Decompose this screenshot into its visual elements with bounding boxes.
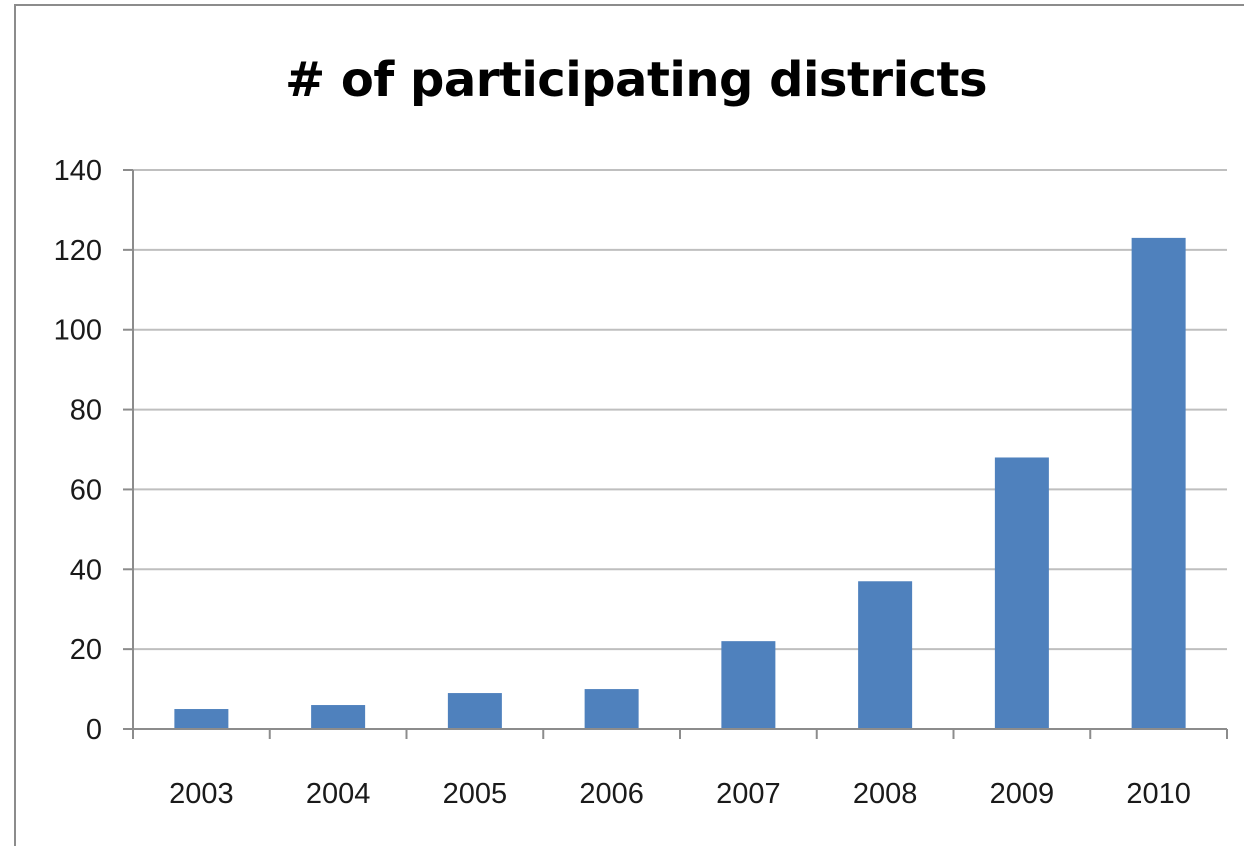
chart-frame — [14, 4, 1244, 846]
bar-2010 — [1131, 237, 1186, 729]
x-tick-label: 2004 — [306, 778, 371, 810]
bar-2003 — [174, 709, 229, 729]
x-tick-label: 2010 — [1126, 778, 1191, 810]
y-tick-label: 40 — [70, 554, 102, 586]
bars — [174, 237, 1186, 729]
y-tick-label: 140 — [54, 155, 102, 187]
y-tick-label: 20 — [70, 634, 102, 666]
y-tick-labels: 0 20 40 60 80 100 120 140 — [54, 155, 102, 746]
y-tick-label: 80 — [70, 395, 102, 427]
x-tick-label: 2003 — [169, 778, 234, 810]
axes — [123, 169, 1228, 739]
x-tick-labels: 2003 2004 2005 2006 2007 2008 2009 2010 — [169, 778, 1191, 810]
y-tick-label: 120 — [54, 235, 102, 267]
x-tick-label: 2005 — [443, 778, 508, 810]
bar-2009 — [994, 457, 1049, 729]
x-tick-label: 2006 — [579, 778, 644, 810]
y-tick-label: 0 — [86, 714, 102, 746]
bar-2004 — [311, 705, 366, 729]
y-tick-label: 60 — [70, 474, 102, 506]
chart-title: # of participating districts — [284, 52, 988, 108]
x-tick-label: 2008 — [853, 778, 918, 810]
bar-2007 — [721, 641, 776, 729]
bar-2008 — [858, 581, 913, 729]
x-tick-label: 2009 — [990, 778, 1055, 810]
y-tick-label: 100 — [54, 315, 102, 347]
bar-2005 — [447, 693, 502, 729]
x-tick-label: 2007 — [716, 778, 781, 810]
bar-2006 — [584, 689, 639, 729]
gridlines — [133, 169, 1227, 651]
